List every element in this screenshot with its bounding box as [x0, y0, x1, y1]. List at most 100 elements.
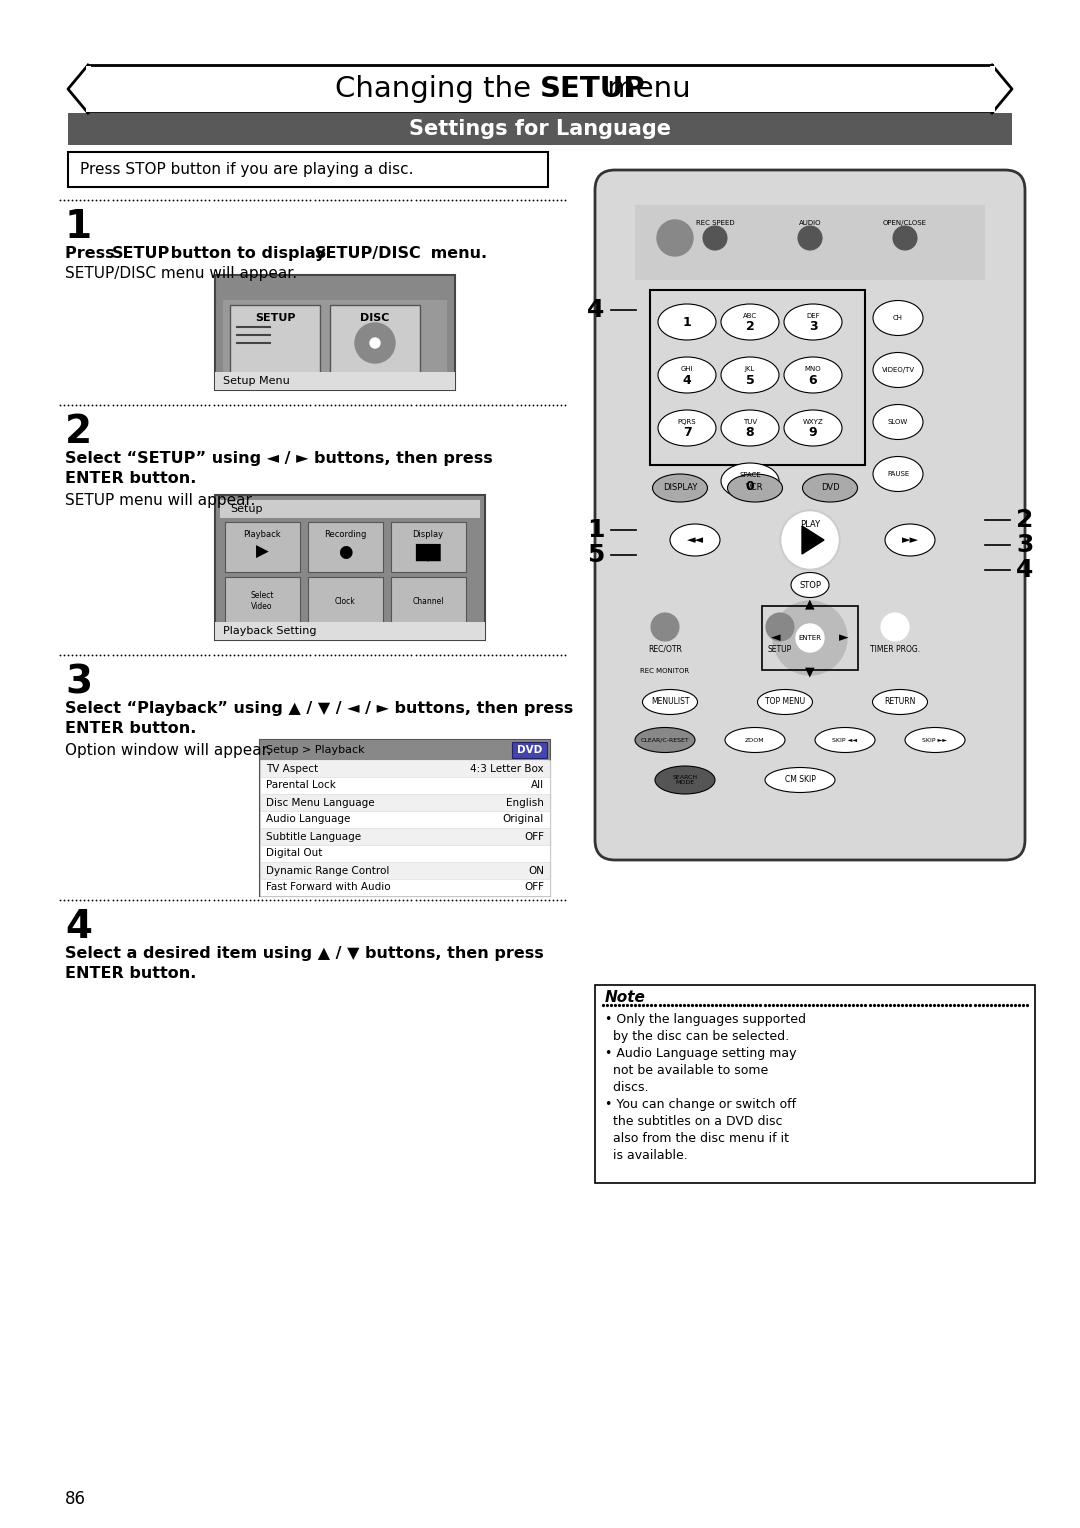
Text: ●: ●	[338, 542, 352, 561]
Circle shape	[798, 226, 822, 251]
Ellipse shape	[885, 524, 935, 556]
Text: VCR: VCR	[746, 483, 764, 492]
Text: Settings for Language: Settings for Language	[409, 119, 671, 139]
Ellipse shape	[873, 689, 928, 715]
Bar	[215, 495, 485, 640]
Text: Recording: Recording	[324, 530, 366, 539]
Bar	[595, 986, 1035, 1183]
Text: not be available to some: not be available to some	[605, 1063, 768, 1077]
Text: Select
Video: Select Video	[251, 591, 273, 611]
Text: TV Aspect: TV Aspect	[266, 764, 319, 773]
Text: the subtitles on a DVD disc: the subtitles on a DVD disc	[605, 1115, 783, 1128]
Text: • You can change or switch off: • You can change or switch off	[605, 1099, 796, 1111]
Text: DVD: DVD	[821, 483, 839, 492]
Text: Dynamic Range Control: Dynamic Range Control	[266, 865, 390, 876]
Bar	[260, 778, 550, 795]
Text: Display: Display	[413, 530, 444, 539]
Text: 4: 4	[588, 298, 605, 322]
Text: DISPLAY: DISPLAY	[663, 483, 698, 492]
Text: menu.: menu.	[426, 246, 487, 261]
Text: SETUP: SETUP	[112, 246, 171, 261]
Polygon shape	[802, 526, 824, 555]
Text: ENTER: ENTER	[798, 636, 822, 642]
Bar	[391, 578, 465, 625]
Text: ON: ON	[528, 865, 544, 876]
Text: Disc Menu Language: Disc Menu Language	[266, 798, 375, 807]
Text: ◄: ◄	[771, 631, 781, 645]
Ellipse shape	[654, 766, 715, 795]
Text: 4: 4	[683, 373, 691, 387]
Polygon shape	[68, 66, 87, 113]
Bar	[391, 523, 465, 571]
Ellipse shape	[728, 474, 783, 503]
Bar	[260, 759, 550, 778]
Text: MNO: MNO	[805, 367, 821, 371]
Ellipse shape	[721, 304, 779, 341]
Text: Press: Press	[65, 246, 120, 261]
Text: 4: 4	[1016, 558, 1034, 582]
Text: Parental Lock: Parental Lock	[266, 781, 336, 790]
Bar	[635, 205, 985, 280]
Circle shape	[881, 613, 909, 642]
Text: OPEN/CLOSE: OPEN/CLOSE	[883, 220, 927, 226]
Text: Clock: Clock	[335, 596, 355, 605]
Text: JKL: JKL	[745, 367, 755, 371]
Text: 2: 2	[745, 321, 754, 333]
Circle shape	[893, 226, 917, 251]
Text: DISC: DISC	[361, 313, 390, 322]
Text: Changing the: Changing the	[335, 75, 540, 102]
Bar	[260, 811, 550, 828]
Text: SLOW: SLOW	[888, 419, 908, 425]
Text: TUV: TUV	[743, 419, 757, 425]
Text: SETUP/DISC: SETUP/DISC	[315, 246, 422, 261]
Text: Channel: Channel	[413, 596, 444, 605]
Text: WXYZ: WXYZ	[802, 419, 823, 425]
Bar	[260, 828, 550, 845]
Ellipse shape	[757, 689, 812, 715]
Ellipse shape	[873, 301, 923, 336]
Bar	[990, 66, 995, 112]
Text: 3: 3	[809, 321, 818, 333]
Bar	[225, 523, 300, 571]
Text: discs.: discs.	[605, 1080, 648, 1094]
Text: Playback: Playback	[243, 530, 281, 539]
Text: STOP: STOP	[799, 581, 821, 590]
Text: ◄◄: ◄◄	[687, 535, 703, 545]
Text: SETUP: SETUP	[540, 75, 646, 102]
Text: SETUP: SETUP	[255, 313, 295, 322]
Text: All: All	[531, 781, 544, 790]
Text: ENTER button.: ENTER button.	[65, 721, 197, 736]
Ellipse shape	[721, 410, 779, 446]
Text: CH: CH	[893, 315, 903, 321]
Ellipse shape	[873, 457, 923, 492]
Text: ██: ██	[415, 542, 441, 561]
Bar	[260, 795, 550, 811]
Text: REC SPEED: REC SPEED	[696, 220, 734, 226]
Circle shape	[766, 613, 794, 642]
Bar	[308, 523, 383, 571]
Bar	[68, 113, 1012, 145]
Text: 5: 5	[745, 373, 754, 387]
Text: button to display: button to display	[165, 246, 332, 261]
Text: 4: 4	[65, 908, 92, 946]
Bar	[650, 290, 865, 465]
Text: Setup > Playback: Setup > Playback	[266, 746, 365, 755]
Text: OFF: OFF	[524, 831, 544, 842]
Text: PAUSE: PAUSE	[887, 471, 909, 477]
Bar	[260, 740, 550, 895]
FancyBboxPatch shape	[595, 170, 1025, 860]
Text: Select “SETUP” using ◄ / ► buttons, then press: Select “SETUP” using ◄ / ► buttons, then…	[65, 451, 492, 466]
Text: • Audio Language setting may: • Audio Language setting may	[605, 1047, 797, 1060]
Text: SKIP ►►: SKIP ►►	[922, 738, 947, 743]
Text: Setup Menu: Setup Menu	[222, 376, 289, 387]
Circle shape	[703, 226, 727, 251]
Bar	[215, 622, 485, 640]
Bar	[260, 740, 550, 759]
Bar	[260, 879, 550, 895]
Text: Select “Playback” using ▲ / ▼ / ◄ / ► buttons, then press: Select “Playback” using ▲ / ▼ / ◄ / ► bu…	[65, 701, 573, 717]
Text: MENULIST: MENULIST	[651, 697, 689, 706]
Bar	[260, 862, 550, 879]
Text: SETUP menu will appear.: SETUP menu will appear.	[65, 494, 255, 507]
Circle shape	[782, 512, 838, 568]
Text: ABC: ABC	[743, 313, 757, 319]
